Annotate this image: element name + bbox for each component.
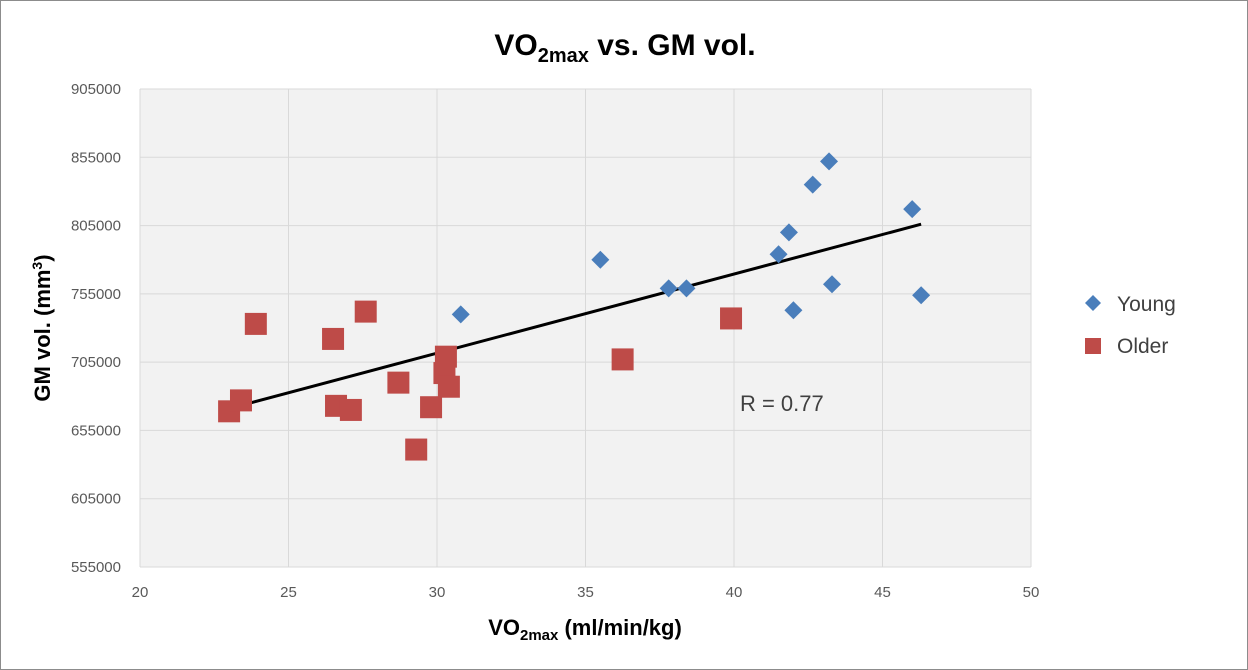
y-tick-label: 905000 <box>71 81 121 98</box>
young-point <box>591 250 610 269</box>
older-point <box>611 348 634 371</box>
young-point <box>803 175 822 194</box>
y-tick-labels: 555000 605000 655000 705000 755000 805000 8550… <box>71 81 121 576</box>
older-point <box>339 398 362 421</box>
young-point <box>769 245 788 264</box>
legend-older-label: Older <box>1117 335 1168 358</box>
correlation-annotation: R = 0.77 <box>740 391 824 416</box>
y-tick-label: 705000 <box>71 354 121 371</box>
x-axis-title: VO2max (ml/min/kg) <box>488 615 682 644</box>
older-point <box>420 396 443 419</box>
young-point <box>779 223 798 242</box>
older-point <box>229 389 252 412</box>
young-point <box>820 152 839 171</box>
y-axis-title: GM vol. (mm3) <box>29 254 55 401</box>
legend-older-marker <box>1085 338 1101 354</box>
young-point <box>912 286 931 305</box>
young-point <box>451 305 470 324</box>
y-tick-label: 755000 <box>71 286 121 303</box>
young-point <box>823 275 842 294</box>
young-point <box>784 301 803 320</box>
young-point <box>677 279 696 298</box>
y-tick-label: 805000 <box>71 218 121 235</box>
older-point <box>244 312 267 335</box>
x-tick-label: 25 <box>280 584 297 601</box>
older-point <box>322 327 345 350</box>
older-point <box>405 438 428 461</box>
x-tick-label: 50 <box>1023 584 1040 601</box>
y-tick-label: 555000 <box>71 559 121 576</box>
x-tick-labels: 20 25 30 35 40 45 50 <box>132 584 1040 601</box>
x-tick-label: 30 <box>429 584 446 601</box>
young-point <box>903 200 922 219</box>
legend-young-label: Young <box>1117 293 1176 316</box>
legend-young-marker <box>1085 295 1101 311</box>
trendline-layer <box>228 222 922 411</box>
older-point <box>354 300 377 323</box>
older-point <box>720 307 743 330</box>
chart-title: VO2max vs. GM vol. <box>494 29 755 67</box>
y-tick-label: 655000 <box>71 422 121 439</box>
legend: Young Older <box>1085 293 1176 358</box>
data-points <box>218 152 931 461</box>
y-tick-label: 605000 <box>71 491 121 508</box>
older-point <box>387 371 410 394</box>
y-tick-label: 855000 <box>71 149 121 166</box>
older-point <box>437 375 460 398</box>
older-point <box>434 345 457 368</box>
young-point <box>659 279 678 298</box>
x-tick-label: 40 <box>726 584 743 601</box>
gridlines <box>139 88 1032 568</box>
trendline <box>228 222 922 411</box>
x-tick-label: 35 <box>577 584 594 601</box>
x-tick-label: 45 <box>874 584 891 601</box>
x-tick-label: 20 <box>132 584 149 601</box>
